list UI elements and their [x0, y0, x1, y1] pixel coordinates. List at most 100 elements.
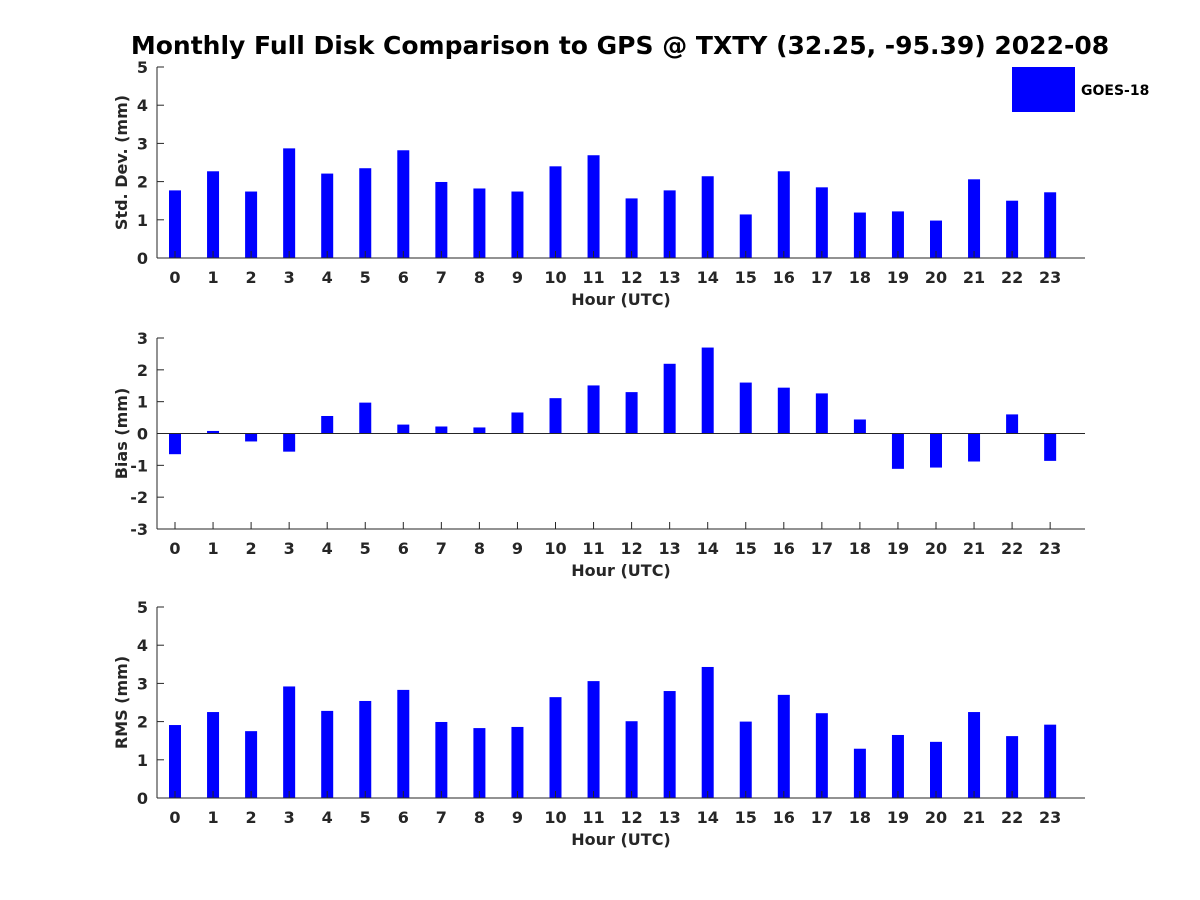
bar-hour-0 [169, 433, 181, 455]
bar-hour-3 [283, 148, 296, 258]
x-tick-label: 18 [849, 268, 871, 287]
bar-hour-19 [891, 211, 904, 258]
x-tick-label: 3 [284, 539, 295, 558]
bar-hour-8 [473, 728, 486, 798]
y-tick-label: -1 [130, 456, 148, 475]
bar-hour-9 [511, 726, 524, 798]
x-tick-label: 20 [925, 268, 947, 287]
bar-hour-6 [397, 424, 410, 434]
x-tick-label: 14 [697, 268, 719, 287]
x-tick-label: 3 [284, 808, 295, 827]
x-tick-label: 22 [1001, 539, 1023, 558]
x-tick-label: 21 [963, 539, 985, 558]
x-tick-label: 9 [512, 539, 523, 558]
x-tick-label: 5 [360, 539, 371, 558]
x-tick-label: 0 [169, 268, 180, 287]
x-tick-label: 15 [735, 808, 757, 827]
x-tick-label: 12 [620, 539, 642, 558]
chart-title: Monthly Full Disk Comparison to GPS @ TX… [131, 31, 1109, 60]
bar-hour-22 [1006, 414, 1019, 434]
x-tick-label: 23 [1039, 268, 1061, 287]
x-tick-label: 16 [773, 808, 795, 827]
x-tick-label: 5 [360, 808, 371, 827]
x-tick-label: 1 [207, 808, 218, 827]
x-tick-label: 11 [582, 808, 604, 827]
y-tick-label: 2 [137, 713, 148, 732]
bar-hour-20 [930, 741, 942, 798]
bar-hour-14 [701, 176, 714, 258]
x-tick-label: 10 [544, 268, 566, 287]
y-tick-label: -2 [130, 488, 148, 507]
y-axis-label: RMS (mm) [112, 656, 131, 749]
y-tick-label: 1 [137, 393, 148, 412]
bar-hour-16 [777, 694, 790, 798]
bar-hour-13 [663, 363, 676, 434]
bar-hour-18 [853, 748, 866, 798]
y-tick-label: 1 [137, 211, 148, 230]
x-tick-label: 23 [1039, 539, 1061, 558]
bar-hour-0 [169, 190, 181, 258]
x-tick-label: 12 [620, 268, 642, 287]
x-tick-label: 18 [849, 539, 871, 558]
x-tick-label: 21 [963, 808, 985, 827]
x-tick-label: 4 [322, 268, 333, 287]
bar-hour-11 [587, 681, 600, 798]
bar-hour-23 [1044, 433, 1057, 461]
y-tick-label: 5 [137, 598, 148, 617]
x-tick-label: 20 [925, 539, 947, 558]
bar-hour-10 [549, 398, 562, 434]
bar-hour-3 [283, 433, 296, 452]
x-tick-label: 1 [207, 539, 218, 558]
x-tick-label: 6 [398, 268, 409, 287]
legend: GOES-18 [1012, 67, 1149, 112]
bar-hour-10 [549, 697, 562, 798]
bar-hour-12 [625, 721, 638, 798]
x-tick-label: 23 [1039, 808, 1061, 827]
bar-hour-5 [359, 168, 372, 258]
bar-hour-18 [853, 419, 866, 434]
x-tick-label: 18 [849, 808, 871, 827]
y-tick-label: 2 [137, 173, 148, 192]
x-tick-label: 9 [512, 808, 523, 827]
bar-hour-19 [891, 734, 904, 798]
y-tick-label: 3 [137, 674, 148, 693]
x-tick-label: 0 [169, 808, 180, 827]
y-tick-label: 4 [137, 96, 148, 115]
bar-hour-9 [511, 412, 524, 434]
bar-hour-17 [815, 187, 828, 258]
x-tick-label: 0 [169, 539, 180, 558]
bar-hour-22 [1006, 736, 1019, 798]
x-tick-label: 14 [697, 539, 719, 558]
x-axis-label: Hour (UTC) [571, 830, 671, 849]
x-tick-label: 13 [659, 539, 681, 558]
y-tick-label: 0 [137, 249, 148, 268]
bar-hour-9 [511, 191, 524, 258]
bar-hour-5 [359, 700, 372, 798]
x-tick-label: 21 [963, 268, 985, 287]
x-tick-label: 15 [735, 268, 757, 287]
y-tick-label: 0 [137, 425, 148, 444]
x-tick-label: 10 [544, 808, 566, 827]
x-tick-label: 2 [246, 539, 257, 558]
x-tick-label: 22 [1001, 268, 1023, 287]
bar-hour-17 [815, 393, 828, 434]
x-tick-label: 22 [1001, 808, 1023, 827]
y-tick-label: 1 [137, 751, 148, 770]
bar-hour-21 [968, 179, 981, 258]
bar-hour-14 [701, 347, 714, 434]
bar-hour-19 [891, 433, 904, 469]
x-tick-label: 9 [512, 268, 523, 287]
y-axis-label: Bias (mm) [112, 388, 131, 480]
x-tick-label: 8 [474, 808, 485, 827]
bar-hour-7 [435, 181, 448, 258]
x-tick-label: 12 [620, 808, 642, 827]
x-tick-label: 2 [246, 808, 257, 827]
bar-hour-22 [1006, 200, 1019, 258]
bar-hour-11 [587, 385, 600, 434]
x-tick-label: 20 [925, 808, 947, 827]
bar-hour-4 [321, 710, 334, 798]
x-tick-label: 10 [544, 539, 566, 558]
bar-hour-2 [245, 731, 258, 798]
